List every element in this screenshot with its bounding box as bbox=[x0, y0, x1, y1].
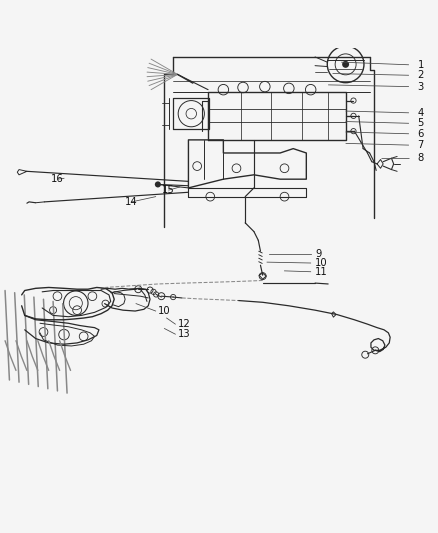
Text: 15: 15 bbox=[162, 185, 175, 195]
Text: 7: 7 bbox=[418, 140, 424, 150]
Text: 4: 4 bbox=[418, 108, 424, 118]
Text: 10: 10 bbox=[315, 258, 328, 268]
Text: 1: 1 bbox=[418, 60, 424, 70]
Circle shape bbox=[155, 181, 161, 188]
Text: 16: 16 bbox=[51, 174, 64, 184]
Text: 11: 11 bbox=[315, 266, 328, 277]
Text: 3: 3 bbox=[418, 82, 424, 92]
Text: 5: 5 bbox=[418, 118, 424, 128]
Text: 13: 13 bbox=[177, 329, 190, 339]
Text: 8: 8 bbox=[418, 153, 424, 163]
Text: 12: 12 bbox=[177, 319, 190, 329]
Text: 6: 6 bbox=[418, 129, 424, 139]
Circle shape bbox=[342, 61, 349, 68]
Text: 9: 9 bbox=[315, 249, 321, 259]
Text: 14: 14 bbox=[125, 197, 138, 207]
Text: 10: 10 bbox=[158, 306, 170, 316]
Text: 2: 2 bbox=[418, 70, 424, 80]
